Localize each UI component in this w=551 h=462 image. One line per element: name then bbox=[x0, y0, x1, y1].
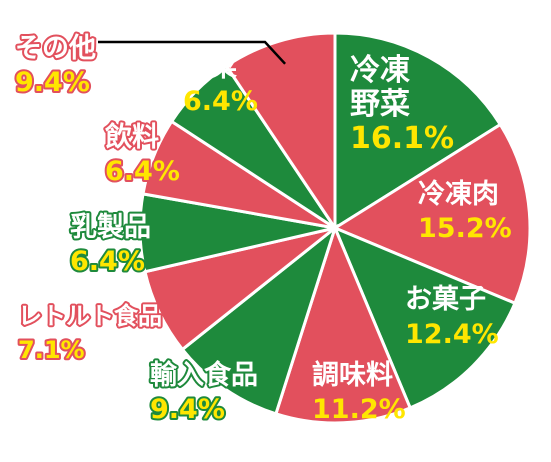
pie-slice-10 bbox=[224, 31, 337, 233]
slice-value-label: 9.4% bbox=[15, 67, 90, 98]
slice-labels: 冷凍野菜16.1%冷凍肉15.2%お菓子12.4%調味料11.2%輸入食品9.4… bbox=[13, 31, 512, 427]
slice-value-label: 6.4% bbox=[105, 156, 180, 187]
slice-name-label: お菓子 bbox=[405, 284, 486, 315]
pie-slice-5 bbox=[180, 223, 338, 416]
slice-label-group-8: 飲料6.4% bbox=[102, 119, 182, 189]
pie-slice-1 bbox=[333, 31, 503, 231]
slice-value-label: 6.4% bbox=[70, 246, 145, 277]
slice-name-label: 輸入食品 bbox=[150, 359, 258, 391]
slice-value-label: 7.1% bbox=[18, 336, 85, 364]
slice-name-label: 惣菜 bbox=[183, 52, 237, 83]
slice-name-label: 乳製品 bbox=[70, 212, 151, 243]
slice-name-label: 調味料 bbox=[312, 359, 393, 391]
slice-value-label: 15.2% bbox=[418, 213, 512, 244]
pie-slice-4 bbox=[274, 223, 413, 425]
slice-label-group-3: お菓子 12.4% bbox=[405, 284, 499, 350]
leader-lines bbox=[98, 40, 287, 65]
pie-slice-2 bbox=[331, 122, 532, 306]
slice-name-label: 冷凍 bbox=[350, 53, 410, 88]
slice-label-group-9: 惣菜6.4% bbox=[183, 52, 258, 117]
slice-name-label: 野菜 bbox=[350, 87, 410, 122]
slice-value-label: 9.4% bbox=[150, 394, 225, 425]
slice-label-group-6: レトルト食品 7.1% bbox=[16, 300, 164, 366]
slice-name-label: レトルト食品 bbox=[18, 302, 162, 330]
slice-name-label: その他 bbox=[15, 33, 96, 64]
pie-slice-3 bbox=[332, 225, 517, 410]
slice-name-label: 冷凍肉 bbox=[418, 179, 499, 210]
slice-value-label: 6.4% bbox=[183, 86, 258, 117]
slice-name-label: 飲料 bbox=[104, 121, 159, 153]
slice-value-label: 16.1% bbox=[350, 121, 454, 156]
leader-line-other bbox=[98, 40, 287, 65]
slice-value-label: 12.4% bbox=[405, 319, 499, 350]
slice-value-label: 11.2% bbox=[312, 394, 406, 425]
pie-slices bbox=[138, 31, 532, 425]
